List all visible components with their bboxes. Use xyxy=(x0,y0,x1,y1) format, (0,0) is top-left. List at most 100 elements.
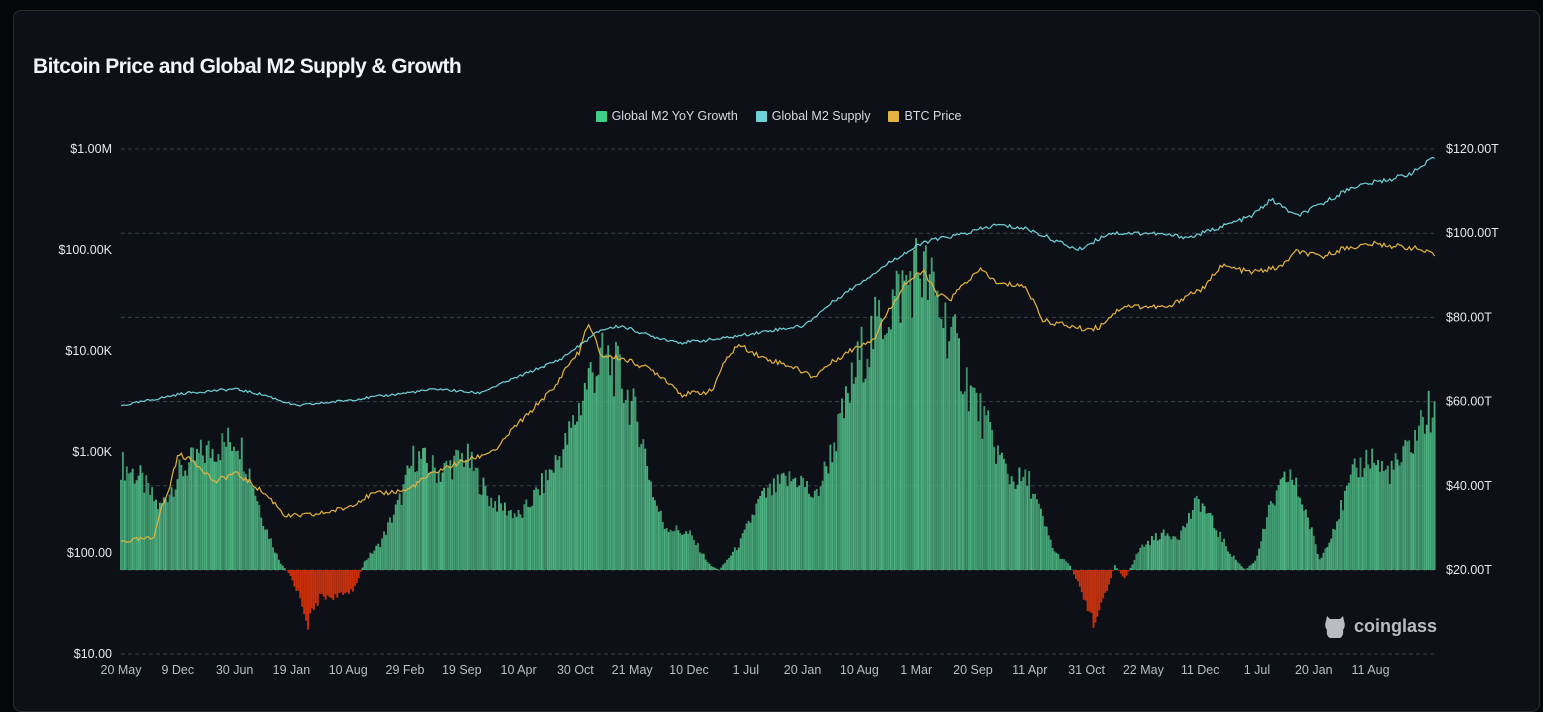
growth-bar xyxy=(841,398,844,570)
growth-bar xyxy=(1250,564,1253,570)
growth-bar xyxy=(390,522,393,570)
legend-item-btc-price[interactable]: BTC Price xyxy=(888,109,961,123)
growth-bar xyxy=(190,447,193,570)
growth-bar xyxy=(287,570,290,573)
growth-bar xyxy=(1178,539,1181,570)
growth-bar xyxy=(922,251,925,570)
growth-bar xyxy=(205,445,208,570)
growth-bar xyxy=(330,570,333,599)
growth-bar xyxy=(410,465,413,570)
growth-bar xyxy=(585,389,588,570)
growth-bar xyxy=(196,448,198,570)
growth-bar xyxy=(568,421,571,570)
legend-item-m2-growth[interactable]: Global M2 YoY Growth xyxy=(595,109,738,123)
growth-bar xyxy=(560,467,563,570)
growth-bar xyxy=(242,471,245,570)
growth-bar xyxy=(244,473,247,570)
growth-bar xyxy=(236,450,239,570)
growth-bar xyxy=(1127,570,1130,572)
growth-bar xyxy=(691,535,693,570)
growth-bar xyxy=(1341,510,1344,570)
growth-bar xyxy=(348,570,350,594)
growth-bar xyxy=(406,465,409,570)
growth-bar xyxy=(1427,390,1430,570)
growth-bar xyxy=(1384,469,1387,570)
growth-bar xyxy=(184,470,187,570)
growth-bar xyxy=(570,427,573,570)
growth-bar xyxy=(1172,536,1175,570)
legend-item-m2-supply[interactable]: Global M2 Supply xyxy=(755,109,870,123)
growth-bar xyxy=(1289,469,1292,570)
growth-bar xyxy=(178,459,181,570)
growth-bar xyxy=(589,362,592,570)
growth-bar xyxy=(737,547,740,570)
growth-bar xyxy=(870,315,873,570)
growth-bar xyxy=(1078,570,1081,587)
growth-bar xyxy=(583,383,586,570)
growth-bar xyxy=(1377,459,1379,570)
growth-bar xyxy=(369,552,372,570)
growth-bar xyxy=(539,495,541,570)
growth-bar xyxy=(449,460,452,570)
growth-bar xyxy=(355,570,358,584)
growth-bar xyxy=(324,570,327,600)
growth-bar xyxy=(283,568,286,570)
x-tick-label: 11 Aug xyxy=(1352,663,1390,677)
growth-bar xyxy=(739,538,742,570)
growth-bar xyxy=(254,495,257,570)
growth-bar xyxy=(1088,570,1091,612)
growth-bar xyxy=(461,452,463,570)
growth-bar xyxy=(1429,432,1432,570)
growth-bar xyxy=(724,562,727,570)
growth-bar xyxy=(1244,569,1247,570)
growth-bar xyxy=(441,472,444,570)
growth-bar xyxy=(192,447,195,570)
growth-bar xyxy=(455,449,458,570)
growth-bar xyxy=(400,504,403,570)
growth-bar xyxy=(542,492,545,570)
growth-bar xyxy=(155,499,157,570)
growth-bar xyxy=(770,495,773,570)
growth-bar xyxy=(1217,536,1220,570)
growth-bar xyxy=(975,392,978,570)
growth-bar xyxy=(1256,555,1259,570)
growth-bar xyxy=(924,245,927,570)
growth-bar xyxy=(566,444,569,570)
growth-bar xyxy=(963,391,966,570)
x-tick-label: 1 Mar xyxy=(900,663,932,677)
growth-bar xyxy=(891,289,894,570)
growth-bar xyxy=(673,530,676,570)
growth-bar xyxy=(453,455,456,570)
growth-bar xyxy=(1367,464,1370,570)
growth-bar xyxy=(942,327,945,570)
growth-bar xyxy=(1242,568,1245,570)
growth-bar xyxy=(977,421,980,570)
growth-bar xyxy=(1112,570,1114,572)
growth-bar xyxy=(266,529,269,570)
growth-bar xyxy=(622,402,625,570)
growth-bar xyxy=(615,341,617,570)
growth-bar xyxy=(1123,570,1126,579)
growth-bar xyxy=(546,480,549,570)
growth-bar xyxy=(217,454,220,570)
growth-bar xyxy=(474,467,477,570)
growth-bar xyxy=(123,480,126,570)
growth-bar xyxy=(353,570,356,587)
growth-bar xyxy=(509,509,512,570)
growth-bar xyxy=(550,469,553,570)
growth-bar xyxy=(1318,559,1321,570)
growth-bar xyxy=(632,388,635,570)
growth-bar xyxy=(558,456,561,570)
growth-bar xyxy=(885,333,888,570)
growth-bar xyxy=(351,570,354,592)
growth-bar xyxy=(1189,518,1192,570)
growth-bar xyxy=(289,570,292,577)
growth-bar xyxy=(164,499,167,570)
growth-bar xyxy=(1137,552,1140,570)
growth-bar xyxy=(718,569,721,571)
growth-bar xyxy=(1191,510,1194,570)
growth-bar xyxy=(792,478,795,570)
growth-bar xyxy=(1363,468,1366,570)
growth-bar xyxy=(1076,570,1079,582)
x-tick-label: 20 Jan xyxy=(784,663,822,677)
